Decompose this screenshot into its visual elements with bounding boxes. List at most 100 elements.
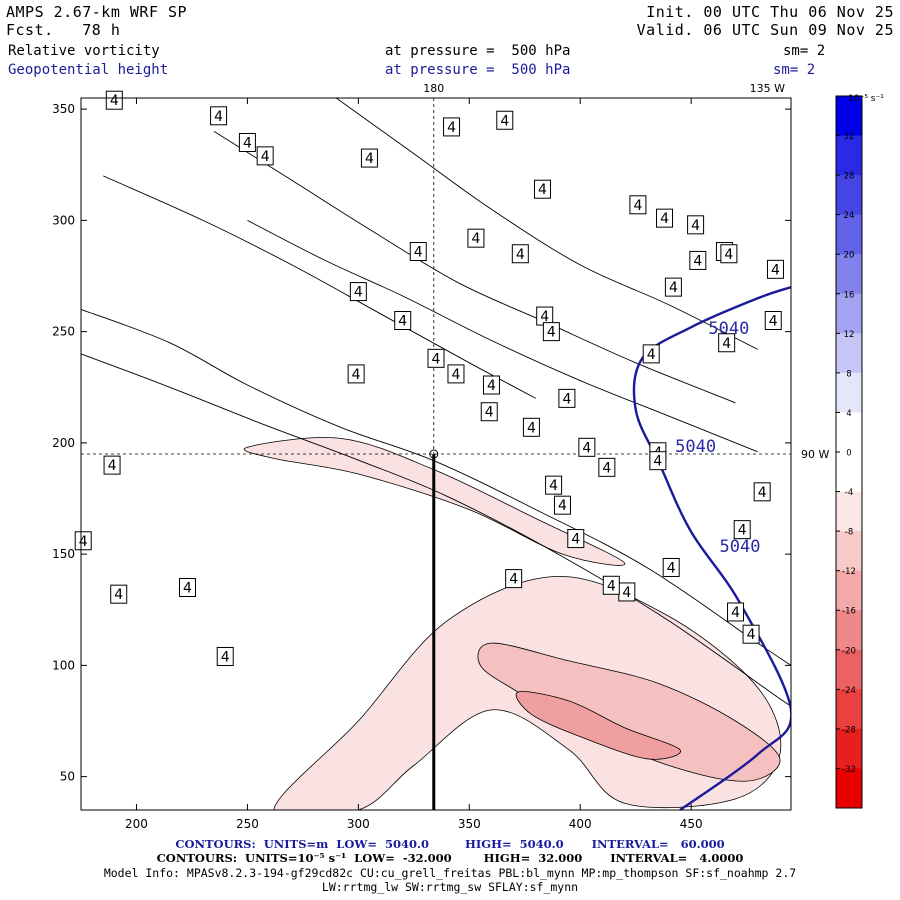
colorbar-segment [836,570,862,611]
colorbar-segment [836,293,862,334]
vorticity-label-49: 4 [480,402,498,422]
vorticity-region-2 [477,642,781,782]
colorbar-segment [836,135,862,176]
vorticity-label-text: 4 [562,391,571,407]
vorticity-label-text: 4 [747,627,756,643]
vorticity-label-25: 4 [598,457,616,477]
colorbar-tick-label: -32 [842,765,856,775]
vorticity-label-box [443,117,461,137]
vorticity-label-box [256,146,274,166]
vorticity-label-9: 4 [687,215,705,235]
vorticity-label-50: 4 [347,364,365,384]
vorticity-label-text: 4 [607,578,616,594]
colorbar-tick-label: -20 [842,646,856,656]
vorticity-label-text: 4 [452,367,461,383]
vorticity-label-26: 4 [545,475,563,495]
axes: 200 250 300 350 400 450 50 100 150 200 250 300 350 [52,98,791,831]
vorticity-label-4: 4 [360,148,378,168]
vorticity-label-44: 4 [753,482,771,502]
vorticity-label-box [210,106,228,126]
vorticity-label-text: 4 [538,182,547,198]
colorbar-segment [836,175,862,216]
vorticity-label-24: 4 [649,451,667,471]
vorticity-label-32: 4 [733,520,751,540]
vorticity-contour-info: CONTOURS: UNITS=10⁻⁵ s⁻¹ LOW= -32.000 HI… [156,851,744,865]
vorticity-label-36: 4 [103,455,121,475]
crosshair: 180 135 W 90 W [81,82,829,810]
vorticity-label-39: 4 [179,578,196,597]
colorbar-tick-label: -12 [842,567,856,577]
colorbar-tick-label: -24 [842,686,856,696]
vorticity-label-box [733,520,751,540]
vorticity-label-41: 4 [505,569,523,589]
corner-label: 135 W [750,82,785,95]
field1-name: Relative vorticity [8,43,160,59]
colorbar-tick-label: -4 [845,488,853,498]
vorticity-label-text: 4 [722,336,731,352]
vorticity-label-box [179,578,196,597]
vorticity-label-box [766,259,784,279]
vorticity-label-box [238,133,256,152]
vorticity-label-text: 4 [398,314,407,330]
vorticity-label-51: 4 [720,244,738,264]
vorticity-label-box [718,333,736,353]
x-tick-label: 400 [569,817,592,831]
vorticity-label-52: 4 [511,244,529,264]
colorbar-tick-label: -16 [842,607,856,617]
vorticity-label-53: 4 [467,228,485,248]
vorticity-label-box [753,482,771,502]
vorticity-label-box [642,344,660,364]
vorticity-label-box [103,455,121,475]
vorticity-label-text: 4 [432,351,441,367]
vorticity-label-text: 4 [243,136,252,152]
vorticity-label-text: 4 [485,405,494,421]
vorticity-label-1: 4 [210,106,228,126]
vorticity-label-box [110,584,128,604]
vorticity-label-box [664,277,682,297]
vorticity-label-2: 4 [105,90,123,110]
y-tick-label: 100 [52,658,75,672]
colorbar-segment [836,96,862,137]
colorbar-tick-label: 8 [846,369,851,379]
vorticity-label-box [764,311,782,330]
colorbar: 32 28 24 20 16 12 8 4 0 -4 -8 -12 -16 -20 -24 -28 -32 [835,95,863,809]
vorticity-region-3 [515,691,681,760]
vorticity-label-5: 4 [443,117,461,137]
vorticity-label-text: 4 [602,460,611,476]
vorticity-label-27: 4 [553,495,571,515]
y-tick-label: 350 [52,102,75,116]
vorticity-label-text: 4 [509,572,518,588]
vorticity-label-38: 4 [110,584,128,604]
vorticity-label-text: 4 [667,560,676,576]
vorticity-label-box [482,375,500,395]
vorticity-label-box [480,402,498,422]
vorticity-label-text: 4 [549,478,558,494]
vorticity-label-box [545,475,563,495]
colorbar-segment [836,531,862,572]
vorticity-label-box [409,242,427,262]
vorticity-label-box [542,322,560,342]
y-tick-label: 300 [52,213,75,227]
vorticity-label-box [720,244,738,264]
vorticity-label-box [727,602,745,622]
vorticity-label-text: 4 [414,245,423,261]
vorticity-label-42: 4 [664,277,682,297]
vorticity-label-54: 4 [409,242,427,262]
field1-level: at pressure = 500 hPa [385,43,571,59]
vorticity-label-29: 4 [618,582,636,602]
vorticity-label-text: 4 [571,532,580,548]
vorticity-label-text: 4 [110,93,119,109]
vorticity-label-box [427,348,445,368]
vorticity-label-text: 4 [633,198,642,214]
vorticity-label-6: 4 [496,110,514,130]
vorticity-label-text: 4 [693,253,702,269]
vorticity-label-text: 4 [527,420,536,436]
vorticity-label-box [742,624,760,644]
vorticity-label-37: 4 [74,531,92,551]
vorticity-label-box [553,495,571,515]
vorticity-shading [243,437,782,810]
vorticity-label-55: 4 [238,133,256,152]
colorbar-tick-label: 32 [844,132,855,142]
x-tick-label: 350 [458,817,481,831]
